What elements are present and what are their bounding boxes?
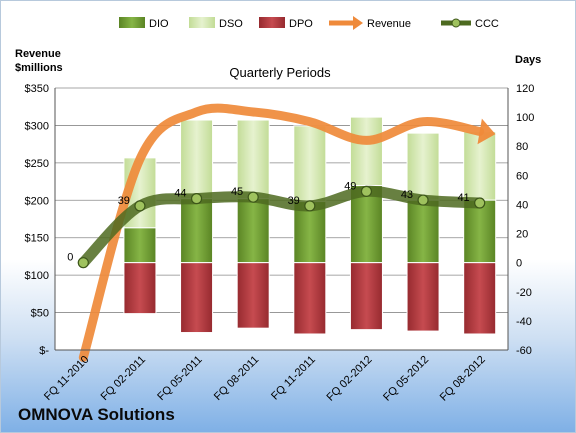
bar-dpo (123, 262, 157, 315)
bar-dso (463, 131, 497, 201)
ccc-data-label: 43 (401, 189, 413, 201)
y-right-tick-label: 40 (516, 199, 528, 211)
chart-title: Quarterly Periods (229, 65, 331, 80)
y-left-tick-label: $100 (25, 270, 49, 282)
bar-dio (123, 227, 157, 264)
legend-swatch-dio (119, 17, 145, 28)
bar-dso (180, 119, 214, 200)
x-ticks: FQ 11-2010 FQ 02-2011 FQ 05-2011 FQ 08-2011… (42, 354, 488, 404)
ccc-point (77, 257, 89, 269)
legend-arrow-revenue (353, 16, 363, 30)
bar-dpo (293, 262, 327, 335)
y-right-axis-title: Days (515, 54, 541, 66)
bar-dio (236, 198, 270, 264)
data-labels: 0 39 44 45 39 49 43 41 (67, 180, 470, 263)
x-tick-label: FQ 05-2012 (381, 354, 431, 404)
bar-dpo (406, 262, 440, 332)
bar-dpo (180, 262, 214, 334)
bars (123, 116, 497, 335)
ccc-point (304, 200, 316, 212)
ccc-data-label: 0 (67, 252, 73, 264)
legend-label-dio: DIO (149, 18, 169, 30)
y-right-tick-label: -40 (516, 316, 532, 328)
y-right-ticks: 120 100 80 60 40 20 0 -20 -40 -60 (516, 83, 534, 357)
legend-swatch-dpo (259, 17, 285, 28)
bar-dio (406, 199, 440, 264)
y-left-axis-title-line2: $millions (15, 62, 63, 74)
x-tick-label: FQ 08-2011 (212, 354, 261, 403)
y-right-tick-label: 60 (516, 170, 528, 182)
ccc-series (77, 185, 486, 269)
y-left-tick-label: $150 (25, 233, 49, 245)
x-tick-label: FQ 11-2010 (42, 354, 91, 403)
x-tick-label: FQ 08-2012 (438, 354, 488, 404)
y-left-tick-label: $200 (25, 195, 49, 207)
y-left-tick-label: $300 (25, 120, 49, 132)
y-right-tick-label: -60 (516, 345, 532, 357)
y-left-ticks: $350 $300 $250 $200 $150 $100 $50 $- (25, 83, 50, 357)
y-right-tick-label: 80 (516, 141, 528, 153)
revenue-series (78, 103, 496, 362)
ccc-data-label: 41 (457, 192, 469, 204)
legend: DIO DSO DPO Revenue CCC (119, 16, 499, 30)
legend-label-dso: DSO (219, 18, 243, 30)
x-tick-label: FQ 05-2011 (155, 354, 204, 403)
ccc-point (417, 194, 429, 206)
bar-dio (463, 199, 497, 264)
y-left-tick-label: $350 (25, 83, 49, 95)
y-right-tick-label: 100 (516, 112, 534, 124)
x-tick-label: FQ 11-2011 (269, 354, 318, 403)
ccc-data-label: 44 (174, 188, 186, 200)
revenue-arrowhead (477, 118, 496, 145)
y-left-tick-label: $50 (31, 308, 49, 320)
y-left-axis-title-line1: Revenue (15, 48, 61, 60)
ccc-point (247, 191, 259, 203)
bar-dso (349, 116, 383, 187)
bar-dpo (236, 262, 270, 329)
y-left-tick-label: $- (39, 345, 49, 357)
ccc-point (134, 200, 146, 212)
bar-dso (406, 132, 440, 201)
legend-marker-ccc (451, 18, 461, 28)
y-right-tick-label: 20 (516, 229, 528, 241)
bar-dpo (463, 262, 497, 335)
ccc-point (190, 193, 203, 205)
revenue-line (78, 103, 485, 362)
ccc-data-label: 49 (344, 180, 356, 192)
bar-dpo (349, 262, 383, 331)
axes (54, 88, 509, 351)
y-right-tick-label: 0 (516, 258, 522, 270)
ccc-point (360, 185, 373, 197)
legend-label-ccc: CCC (475, 18, 499, 30)
x-tick-label: FQ 02-2012 (325, 354, 375, 404)
y-right-tick-label: 120 (516, 83, 534, 95)
ccc-data-label: 45 (231, 186, 243, 198)
y-left-tick-label: $250 (25, 158, 49, 170)
legend-swatch-dso (189, 17, 215, 28)
legend-label-dpo: DPO (289, 18, 313, 30)
ccc-data-label: 39 (288, 195, 300, 207)
x-tick-label: FQ 02-2011 (99, 354, 148, 403)
y-right-tick-label: -20 (516, 287, 532, 299)
ccc-point (474, 197, 486, 209)
company-name: OMNOVA Solutions (18, 405, 175, 424)
bar-dso (236, 119, 270, 200)
legend-label-revenue: Revenue (367, 18, 411, 30)
bar-dio (180, 198, 214, 264)
ccc-data-label: 39 (118, 195, 130, 207)
bar-dso (293, 125, 327, 203)
